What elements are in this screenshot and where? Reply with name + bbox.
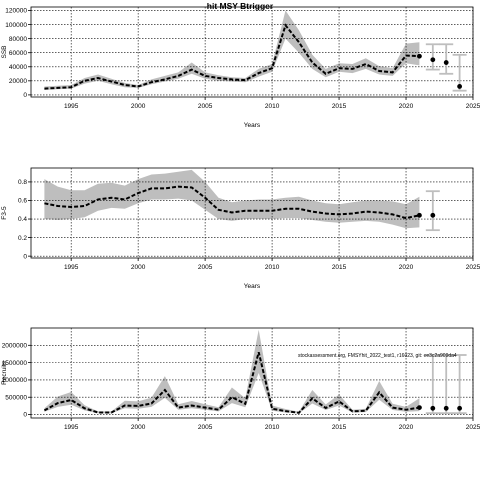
fbar-xtick-label-1: 2000 bbox=[131, 264, 146, 271]
figure-title: hit MSY Btrigger bbox=[207, 1, 274, 11]
recruits-last-point bbox=[417, 405, 422, 411]
fbar-last-point bbox=[417, 212, 422, 218]
ssb-xtick-label-4: 2015 bbox=[332, 103, 347, 110]
recruits-plot-frame bbox=[30, 327, 474, 419]
recruits-forecast-point-1 bbox=[443, 405, 449, 411]
ssb-xlabel: Years bbox=[244, 122, 261, 129]
ssb-xtick-label-5: 2020 bbox=[399, 103, 414, 110]
ssb-forecast-point-2 bbox=[457, 84, 463, 89]
ssb-panel: 1995 2000 2005 2010 2015 2020 2025 0 20000 40000 6… bbox=[1, 6, 480, 129]
recruits-forecast-point-2 bbox=[457, 405, 463, 411]
recruits-ytick-label-4: 2000000 bbox=[2, 343, 28, 350]
panels: 1995 2000 2005 2010 2015 2020 2025020000400006… bbox=[1, 6, 480, 431]
fbar-xtick-label-3: 2010 bbox=[265, 264, 280, 271]
ssb-ytick-label-1: 20000 bbox=[9, 78, 27, 85]
ssb-plot-frame bbox=[30, 6, 474, 98]
recruits-xtick-label-5: 2020 bbox=[399, 424, 414, 431]
ssb-ytick-label-2: 40000 bbox=[9, 64, 27, 71]
recruits-ytick-label-1: 500000 bbox=[5, 394, 27, 401]
recruits-xtick-label-1: 2000 bbox=[131, 424, 146, 431]
watermark-text: stockassessment.org, FMSYhit_2022_test1,… bbox=[298, 353, 457, 359]
fbar-ylabel: F3-5 bbox=[1, 206, 8, 220]
ssb-ytick-label-3: 60000 bbox=[9, 50, 27, 57]
fbar-xtick-label-2: 2005 bbox=[198, 264, 213, 271]
fbar-xtick-label-6: 2025 bbox=[466, 264, 480, 271]
fbar-panel: 1995 2000 2005 2010 2015 2020 2025 0 0.2 0.4 0.6 0.… bbox=[1, 167, 480, 290]
ssb-xtick-label-6: 2025 bbox=[466, 103, 480, 110]
fbar-ytick-label-0: 0 bbox=[23, 253, 27, 260]
recruits-forecast-point-0 bbox=[430, 405, 436, 411]
fbar-ytick-label-1: 0.2 bbox=[18, 235, 27, 242]
recruits-panel: 1995 2000 2005 2010 2015 2020 2025 0 500000 10000… bbox=[1, 327, 480, 431]
fbar-forecast-point-0 bbox=[430, 212, 436, 218]
ssb-ytick-label-4: 80000 bbox=[9, 36, 27, 43]
fbar-xtick-label-5: 2020 bbox=[399, 264, 414, 271]
ssb-ylabel: SSB bbox=[1, 45, 8, 58]
recruits-xtick-label-6: 2025 bbox=[466, 424, 480, 431]
fbar-estimate-line bbox=[44, 185, 420, 220]
recruits-xtick-label-2: 2005 bbox=[198, 424, 213, 431]
fbar-xtick-label-4: 2015 bbox=[332, 264, 347, 271]
fbar-plot-frame bbox=[30, 167, 474, 259]
recruits-xtick-label-0: 1995 bbox=[64, 424, 79, 431]
fbar-ytick-label-3: 0.6 bbox=[18, 198, 27, 205]
recruits-ylabel: Recruits bbox=[1, 360, 8, 385]
fbar-confidence-band bbox=[44, 169, 420, 229]
ssb-xtick-label-3: 2010 bbox=[265, 103, 280, 110]
fbar-xlabel: Years bbox=[244, 283, 261, 290]
recruits-xtick-label-4: 2015 bbox=[332, 424, 347, 431]
recruits-ytick-label-0: 0 bbox=[23, 412, 27, 419]
ssb-last-point bbox=[417, 53, 422, 59]
ssb-xtick-label-0: 1995 bbox=[64, 103, 79, 110]
ssb-estimate-line bbox=[44, 23, 420, 90]
fbar-ytick-label-4: 0.8 bbox=[18, 179, 27, 186]
recruits-confidence-band bbox=[44, 329, 420, 414]
recruits-xtick-label-3: 2010 bbox=[265, 424, 280, 431]
fbar-ytick-label-2: 0.4 bbox=[18, 216, 27, 223]
ssb-forecast-point-0 bbox=[430, 57, 436, 63]
ssb-ytick-label-0: 0 bbox=[23, 92, 27, 99]
ssb-xtick-label-2: 2005 bbox=[198, 103, 213, 110]
fbar-xtick-label-0: 1995 bbox=[64, 264, 79, 271]
ssb-confidence-band bbox=[44, 10, 420, 90]
ssb-xtick-label-1: 2000 bbox=[131, 103, 146, 110]
ssb-ytick-label-6: 120000 bbox=[5, 8, 27, 15]
recruits-ytick-label-3: 1500000 bbox=[2, 360, 28, 367]
recruits-estimate-line bbox=[43, 351, 420, 414]
ssb-forecast-point-1 bbox=[443, 60, 449, 65]
ssb-ytick-label-5: 100000 bbox=[5, 22, 27, 29]
recruits-ytick-label-2: 1000000 bbox=[2, 377, 28, 384]
